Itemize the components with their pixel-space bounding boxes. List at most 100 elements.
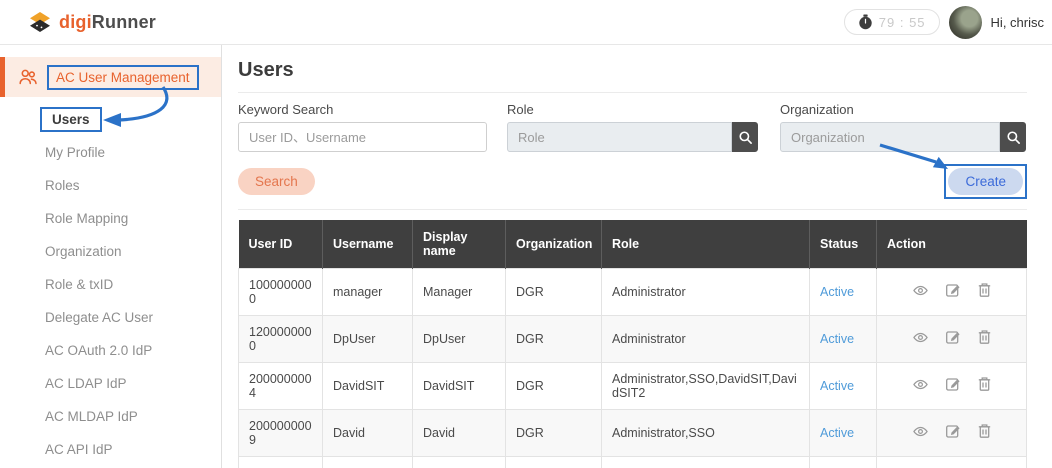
cell-user-id: 2000000004 <box>238 361 323 410</box>
sidebar-item-ac-mldap-idp[interactable]: AC MLDAP IdP <box>45 409 138 424</box>
sidebar-item-roles[interactable]: Roles <box>45 178 80 193</box>
delete-button[interactable] <box>977 376 992 392</box>
cell-username: manager <box>322 267 413 316</box>
organization-input[interactable] <box>780 122 1000 152</box>
sidebar-section-label: AC User Management <box>47 64 199 90</box>
cell-organization: DGR <box>505 314 602 363</box>
view-button[interactable] <box>912 424 929 439</box>
edit-pencil-icon <box>945 331 960 344</box>
cell-actions <box>876 267 1027 316</box>
col-role: Role <box>601 220 810 268</box>
avatar[interactable] <box>948 5 982 39</box>
main-content: Users Keyword Search Role <box>222 45 1052 468</box>
col-user-id: User ID <box>238 220 323 268</box>
sidebar-item-users[interactable]: Users <box>0 103 221 136</box>
trash-icon <box>978 330 990 345</box>
edit-button[interactable] <box>945 329 961 345</box>
keyword-search-input[interactable] <box>238 122 487 152</box>
table-row: 2000000009 David David DGR Administrator… <box>238 408 1027 457</box>
trash-icon <box>978 283 990 298</box>
sidebar-item-delegate-ac-user[interactable]: Delegate AC User <box>45 310 154 325</box>
status-badge: Active <box>820 284 855 299</box>
role-label: Role <box>507 102 534 117</box>
magnifier-icon <box>1006 130 1020 144</box>
view-button[interactable] <box>912 330 929 345</box>
search-button[interactable]: Search <box>238 168 315 195</box>
section-divider <box>238 209 1027 210</box>
eye-icon <box>912 426 928 436</box>
delete-button[interactable] <box>977 423 992 439</box>
cell-username: DpUser <box>322 314 413 363</box>
sidebar-item-ac-oauth2-idp[interactable]: AC OAuth 2.0 IdP <box>45 343 153 358</box>
sidebar-item-ac-api-idp[interactable]: AC API IdP <box>45 442 113 457</box>
brand-name: digiRunner <box>59 11 156 32</box>
organization-label: Organization <box>780 102 854 117</box>
edit-pencil-icon <box>945 425 960 438</box>
eye-icon <box>912 379 928 389</box>
col-organization: Organization <box>505 220 602 268</box>
cell-display-name: DavidSIT <box>412 361 506 410</box>
col-status: Status <box>809 220 877 268</box>
cell-display-name: DpUser <box>412 314 506 363</box>
stopwatch-icon <box>859 14 872 30</box>
eye-icon <box>912 332 928 342</box>
col-display-name: Display name <box>412 220 506 268</box>
layers-logo-icon <box>30 11 50 32</box>
page-title: Users <box>238 59 294 81</box>
cell-status: Active <box>809 408 877 457</box>
cell-actions <box>876 408 1027 457</box>
sidebar-item-role-mapping[interactable]: Role Mapping <box>45 211 129 226</box>
view-button[interactable] <box>912 283 929 298</box>
delete-button[interactable] <box>977 282 992 298</box>
cell-role: Administrator <box>601 267 810 316</box>
sidebar-item-ac-ldap-idp[interactable]: AC LDAP IdP <box>45 376 127 391</box>
trash-icon <box>978 424 990 439</box>
create-button[interactable]: Create <box>948 168 1023 195</box>
cell-display-name: David <box>412 408 506 457</box>
cell-display-name: Manager <box>412 267 506 316</box>
app-logo[interactable]: digiRunner <box>28 11 156 34</box>
delete-button[interactable] <box>977 329 992 345</box>
edit-button[interactable] <box>945 423 961 439</box>
title-divider <box>238 92 1027 93</box>
table-row: 1000000000 manager Manager DGR Administr… <box>238 267 1027 316</box>
organization-search-button[interactable] <box>1000 122 1026 152</box>
status-badge: Active <box>820 331 855 346</box>
role-input[interactable] <box>507 122 732 152</box>
sidebar-section-ac-user-management[interactable]: AC User Management <box>0 57 221 97</box>
table-row: 1200000000 DpUser DpUser DGR Administrat… <box>238 314 1027 363</box>
cell-organization: DGR <box>505 408 602 457</box>
col-username: Username <box>322 220 413 268</box>
top-header: digiRunner 79 : 55 Hi, chrisc <box>0 0 1052 45</box>
role-search-button[interactable] <box>732 122 758 152</box>
cell-organization: DGR <box>505 361 602 410</box>
cell-organization: DGR <box>505 267 602 316</box>
table-row: 2000000004 DavidSIT DavidSIT DGR Adminis… <box>238 361 1027 410</box>
sidebar-item-my-profile[interactable]: My Profile <box>45 145 106 160</box>
edit-button[interactable] <box>945 376 961 392</box>
sidebar-item-role-txid[interactable]: Role & txID <box>45 277 114 292</box>
sidebar-item-organization[interactable]: Organization <box>45 244 122 259</box>
trash-icon <box>978 377 990 392</box>
eye-icon <box>912 285 928 295</box>
cell-user-id: 1000000000 <box>238 267 323 316</box>
cell-status: Active <box>809 314 877 363</box>
users-table: User ID Username Display name Organizati… <box>238 220 1027 468</box>
create-annotation-box: Create <box>944 164 1027 199</box>
status-badge: Active <box>820 378 855 393</box>
cell-user-id: 2000000009 <box>238 408 323 457</box>
cell-actions <box>876 314 1027 363</box>
user-greeting: Hi, chrisc <box>990 14 1044 30</box>
cell-status: Active <box>809 361 877 410</box>
cell-role: Administrator,SSO <box>601 408 810 457</box>
table-header-row: User ID Username Display name Organizati… <box>238 220 1027 268</box>
session-timer-badge: 79 : 55 <box>843 9 940 35</box>
edit-pencil-icon <box>945 378 960 391</box>
cell-username: DavidSIT <box>322 361 413 410</box>
edit-pencil-icon <box>945 284 960 297</box>
cell-status: Active <box>809 267 877 316</box>
cell-role: Administrator,SSO,DavidSIT,DavidSIT2 <box>601 361 810 410</box>
session-timer-value: 79 : 55 <box>878 14 926 30</box>
view-button[interactable] <box>912 377 929 392</box>
edit-button[interactable] <box>945 282 961 298</box>
